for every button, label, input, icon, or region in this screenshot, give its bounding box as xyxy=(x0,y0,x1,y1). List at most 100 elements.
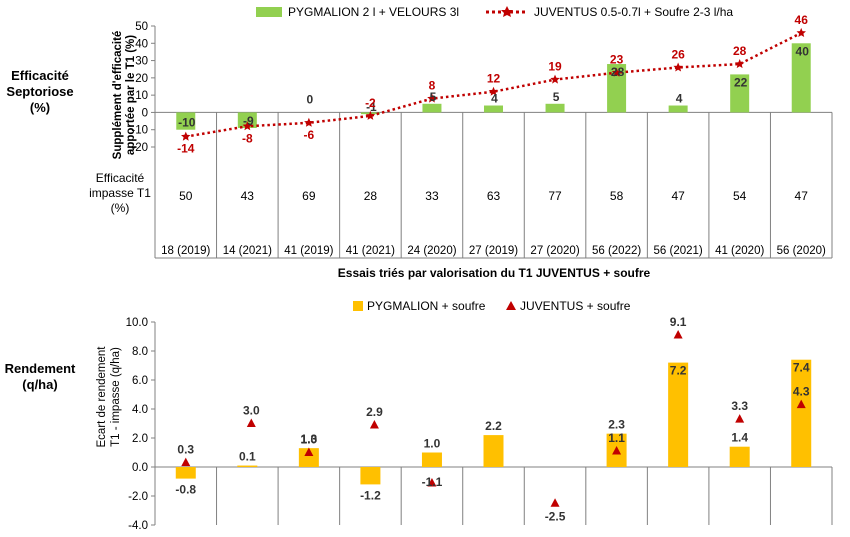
bottom-points xyxy=(181,330,806,507)
bar-value-label: 22 xyxy=(734,75,748,89)
bar-pygmalion-soufre xyxy=(483,435,504,467)
line-value-label: 19 xyxy=(548,60,562,74)
trial-label: 56 (2021) xyxy=(654,245,703,257)
bottom-y-tick-label: 0.0 xyxy=(132,462,148,474)
bottom-y-tick-label: -4.0 xyxy=(128,520,148,532)
t1-efficacy-value: 47 xyxy=(671,189,685,203)
bar-value-label: 7.2 xyxy=(670,364,687,378)
bar-value-label: 1.3 xyxy=(301,432,318,446)
line-point-juventus xyxy=(242,121,253,131)
bottom-y-tick-label: 2.0 xyxy=(132,433,148,445)
legend-label-pygmalion-soufre: PYGMALION + soufre xyxy=(367,299,486,313)
trial-label: 41 (2019) xyxy=(284,245,333,257)
bar-pygmalion-velours xyxy=(484,105,503,113)
point-juventus-soufre xyxy=(246,418,256,427)
bar-pygmalion-soufre xyxy=(237,465,258,467)
top-y-tick-label: 40 xyxy=(135,38,148,50)
line-value-label: 23 xyxy=(610,53,624,67)
trial-labels: 18 (2019) 14 (2021) 41 (2019) 41 (2021) 24 (… xyxy=(161,245,826,257)
bar-pygmalion-soufre xyxy=(421,452,442,467)
trial-label: 41 (2021) xyxy=(346,245,395,257)
top-y-axis-title: Supplément d'efficacité apportée par le … xyxy=(112,31,137,160)
bar-value-label: 4 xyxy=(491,92,498,106)
category-table-grid xyxy=(154,112,833,259)
t1-efficacy-value: 58 xyxy=(610,189,624,203)
line-point-juventus xyxy=(550,74,560,84)
point-value-label: 3.3 xyxy=(731,399,748,413)
bar-pygmalion-velours xyxy=(422,103,442,113)
legend-star-juventus xyxy=(501,6,513,17)
trial-label: 56 (2020) xyxy=(777,245,826,257)
bottom-section-label-line: (q/ha) xyxy=(22,377,57,392)
t1-row-label-line: Efficacité xyxy=(96,171,145,185)
legend-label-pygmalion-velours: PYGMALION 2 l + VELOURS 3l xyxy=(288,5,459,19)
line-point-juventus xyxy=(304,117,314,127)
point-juventus-soufre xyxy=(612,446,622,455)
line-juventus-soufre xyxy=(185,31,802,138)
bar-value-label: 28 xyxy=(611,65,625,79)
bar-value-label: 0 xyxy=(307,92,314,106)
x-axis-title: Essais triés par valorisation du T1 JUVE… xyxy=(338,266,651,280)
line-value-label: 28 xyxy=(733,44,747,58)
bottom-y-tick-label: 8.0 xyxy=(132,346,148,358)
line-value-label: -2 xyxy=(365,96,376,110)
top-section-label-line: (%) xyxy=(30,100,50,115)
bottom-section-label: Rendement (q/ha) xyxy=(5,361,76,392)
bar-value-label: -0.8 xyxy=(175,483,196,497)
bar-pygmalion-velours xyxy=(730,74,750,113)
point-value-label: 2.9 xyxy=(366,405,383,419)
bottom-y-axis-title: Ecart de rendement T1 - impasse (q/ha) xyxy=(96,346,122,448)
trial-label: 27 (2019) xyxy=(469,245,518,257)
bar-value-label: -1.2 xyxy=(360,488,381,502)
bar-pygmalion-velours xyxy=(545,103,565,113)
bottom-y-tick-label: -2.0 xyxy=(128,491,148,503)
bottom-y-axis-title-line: Ecart de rendement xyxy=(96,346,108,448)
point-value-label: 4.3 xyxy=(793,385,810,399)
top-y-tick-label: 30 xyxy=(135,56,148,68)
line-value-label: -14 xyxy=(177,142,195,156)
bar-value-label: 1.0 xyxy=(424,437,441,451)
top-y-tick-label: -10 xyxy=(131,125,148,137)
point-juventus-soufre xyxy=(369,419,379,429)
point-value-label: -2.5 xyxy=(545,509,566,523)
bar-pygmalion-soufre xyxy=(360,467,381,485)
line-value-label: 26 xyxy=(671,47,685,61)
point-juventus-soufre xyxy=(427,477,437,487)
t1-efficacy-value: 47 xyxy=(795,189,809,203)
point-juventus-soufre xyxy=(735,414,745,423)
bar-value-label: 2.3 xyxy=(608,418,625,432)
legend-swatch-pygmalion-velours xyxy=(256,7,282,17)
t1-efficacy-value: 28 xyxy=(364,189,378,203)
t1-efficacy-value: 63 xyxy=(487,189,501,203)
top-data-labels: -10 -9 0 -1 5 4 5 28 4 22 40 -14 -8 -6 -2 8 12 19 23 26 28 46 xyxy=(177,13,809,156)
line-point-juventus xyxy=(365,110,376,120)
legend-label-juventus-soufre: JUVENTUS + soufre xyxy=(520,299,631,313)
line-value-label: -6 xyxy=(304,128,315,142)
bar-value-label: 2.2 xyxy=(485,419,502,433)
top-y-tick-label: 10 xyxy=(135,90,148,102)
top-line-series xyxy=(181,27,806,141)
bar-pygmalion-soufre xyxy=(729,446,750,467)
bar-value-label: 5 xyxy=(553,90,560,104)
point-juventus-soufre xyxy=(304,447,314,456)
t1-efficacy-values: 50 43 69 28 33 63 77 58 47 54 47 xyxy=(179,189,808,203)
trial-label: 14 (2021) xyxy=(223,245,272,257)
line-point-juventus xyxy=(181,131,191,141)
t1-efficacy-value: 54 xyxy=(733,189,747,203)
line-value-label: -8 xyxy=(242,131,253,145)
bar-pygmalion-velours xyxy=(791,43,811,113)
bar-value-label: 1.4 xyxy=(731,431,748,445)
point-juventus-soufre xyxy=(550,498,560,507)
top-bars xyxy=(176,43,811,130)
point-value-label: 1.0 xyxy=(301,433,318,447)
bar-pygmalion-soufre xyxy=(791,359,812,467)
legend-swatch-pygmalion-soufre xyxy=(353,301,363,311)
top-y-axis-title-line: Supplément d'efficacité xyxy=(112,31,124,160)
line-point-juventus xyxy=(796,27,806,37)
bar-value-label: 5 xyxy=(430,90,437,104)
bar-value-label: -1 xyxy=(366,100,377,114)
bottom-legend: PYGMALION + soufre JUVENTUS + soufre xyxy=(353,299,631,313)
top-legend: PYGMALION 2 l + VELOURS 3l JUVENTUS 0.5-… xyxy=(256,5,733,19)
bar-pygmalion-velours xyxy=(176,112,196,130)
